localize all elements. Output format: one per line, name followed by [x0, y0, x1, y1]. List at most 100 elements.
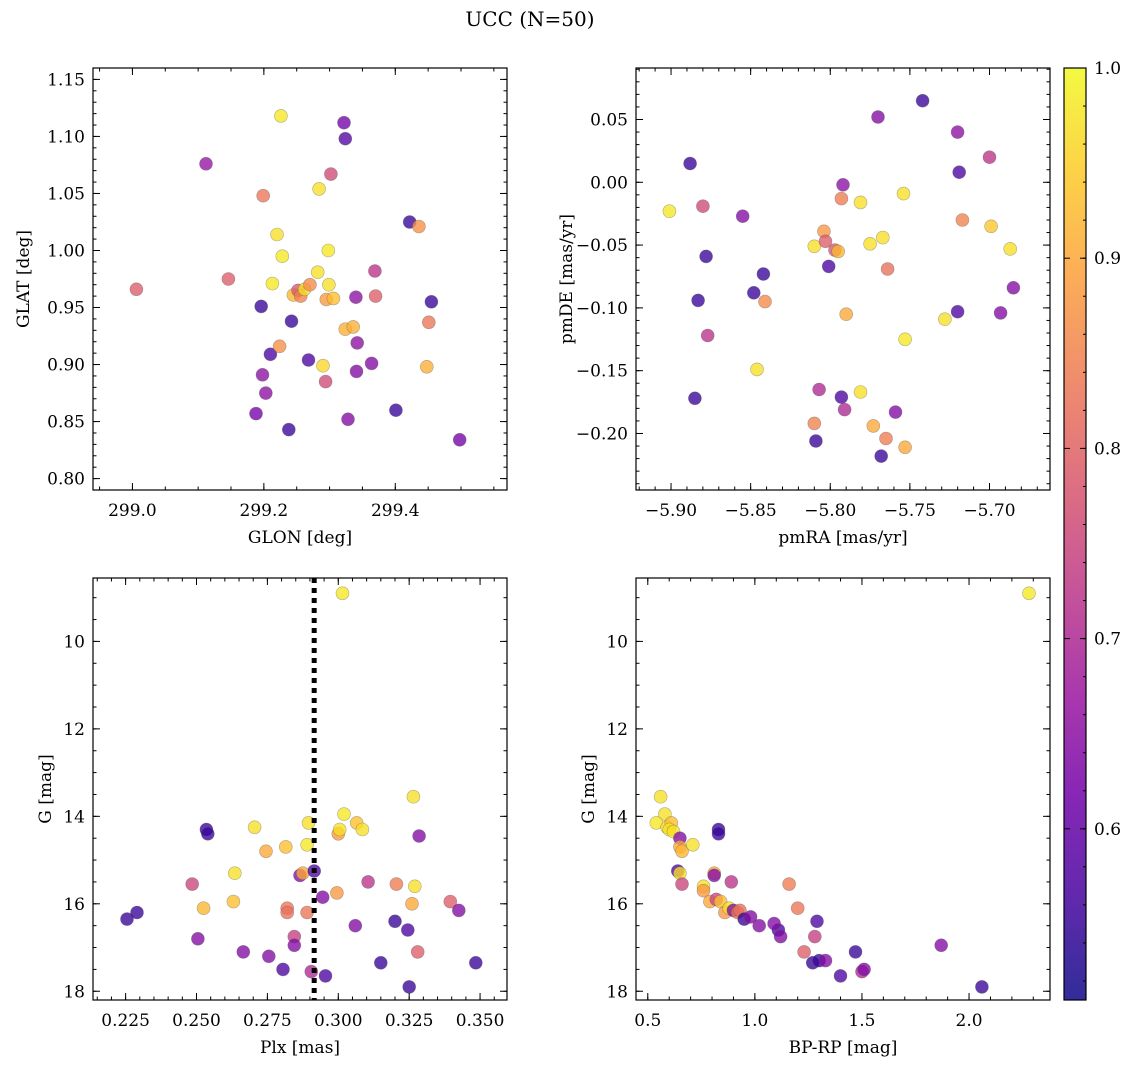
data-point: [685, 837, 700, 852]
x-tick-label: 0.300: [314, 1011, 363, 1031]
data-point: [853, 195, 868, 210]
data-point: [662, 204, 677, 218]
data-point: [300, 905, 314, 920]
data-point: [284, 314, 299, 329]
data-point: [696, 883, 711, 898]
data-point: [406, 789, 421, 804]
scatter-points: [120, 586, 483, 994]
y-tick-label: 12: [63, 720, 85, 740]
scatter-points: [129, 109, 467, 447]
data-point: [797, 945, 811, 959]
plot-frame: [635, 67, 1051, 491]
data-point: [337, 807, 351, 821]
x-tick-label: 0.350: [456, 1011, 505, 1031]
data-point: [831, 244, 846, 259]
data-point: [818, 953, 833, 968]
data-point: [874, 449, 889, 463]
data-point: [191, 931, 205, 946]
data-point: [424, 294, 439, 309]
data-point: [355, 822, 370, 837]
x-tick-label: 1.0: [741, 1011, 768, 1031]
data-point: [349, 364, 364, 379]
data-point: [707, 868, 722, 883]
scatter-points: [662, 93, 1021, 463]
data-point: [691, 293, 705, 308]
y-tick-label: 16: [606, 895, 628, 915]
data-point: [300, 837, 314, 852]
data-point: [221, 272, 236, 286]
colorbar: 0.6 0.7 0.8 0.9 1.0: [1063, 59, 1121, 1001]
x-tick-label: −5.85: [725, 501, 777, 521]
data-point: [226, 894, 241, 909]
data-point: [278, 840, 293, 854]
axis-ticks: [93, 578, 507, 1000]
data-point: [934, 938, 949, 953]
data-point: [274, 109, 288, 123]
data-point: [767, 916, 781, 931]
data-point: [675, 844, 689, 859]
plot-frame: [635, 577, 1051, 1001]
data-point: [265, 276, 280, 291]
data-point: [280, 905, 295, 920]
colorbar-tick-label: 0.6: [1094, 820, 1121, 840]
y-tick-label: 14: [606, 807, 628, 827]
data-point: [993, 306, 1008, 320]
data-point: [839, 307, 854, 322]
data-point: [388, 914, 402, 929]
data-point: [322, 277, 336, 292]
data-point: [950, 125, 965, 139]
data-point: [984, 219, 998, 234]
data-point: [683, 156, 697, 171]
y-tick-label: 10: [606, 632, 628, 652]
data-point: [412, 829, 426, 843]
data-point: [261, 949, 276, 964]
colorbar-tick-label: 0.8: [1094, 439, 1121, 459]
data-point: [389, 403, 403, 418]
axis-ticks: [636, 68, 1050, 490]
data-point: [259, 844, 273, 859]
data-point: [373, 955, 388, 970]
data-point: [410, 945, 425, 959]
y-axis-label: GLAT [deg]: [14, 230, 34, 328]
plot-frame: [92, 577, 508, 1001]
figure-title: UCC (N=50): [465, 7, 595, 31]
data-point: [400, 923, 415, 937]
data-point: [834, 390, 849, 404]
data-point: [421, 315, 436, 330]
data-point: [276, 962, 290, 977]
data-point: [866, 419, 881, 433]
data-point: [818, 234, 833, 249]
data-point: [335, 586, 350, 601]
data-point: [120, 912, 134, 926]
data-point: [318, 374, 333, 389]
data-point: [312, 182, 326, 196]
data-point: [349, 290, 363, 305]
data-point: [452, 432, 467, 447]
y-tick-label: 0.05: [590, 110, 628, 130]
data-point: [975, 980, 989, 994]
data-point: [201, 826, 215, 841]
x-axis-label: GLON [deg]: [248, 528, 352, 548]
data-point: [254, 299, 269, 314]
y-tick-label: 0.85: [47, 413, 85, 433]
data-point: [275, 249, 290, 264]
data-point: [361, 875, 375, 889]
data-point: [833, 969, 848, 983]
data-point: [405, 896, 419, 911]
data-point: [332, 822, 347, 837]
data-point: [896, 186, 911, 201]
data-point: [836, 178, 850, 192]
x-axis-label: Plx [mas]: [260, 1038, 340, 1058]
data-point: [346, 320, 361, 334]
data-point: [1006, 280, 1021, 295]
data-point: [350, 336, 365, 350]
data-point: [871, 110, 885, 124]
data-point: [258, 386, 273, 400]
data-point: [295, 866, 310, 881]
data-point: [875, 230, 890, 245]
data-point: [1003, 242, 1018, 256]
chart-lonlat: 299.0 299.2 299.4 0.80 0.85 0.90 0.95 1.00 1.05 1…: [14, 67, 508, 548]
x-tick-label: −5.90: [645, 501, 697, 521]
y-tick-label: 1.05: [47, 184, 85, 204]
data-point: [857, 962, 871, 977]
